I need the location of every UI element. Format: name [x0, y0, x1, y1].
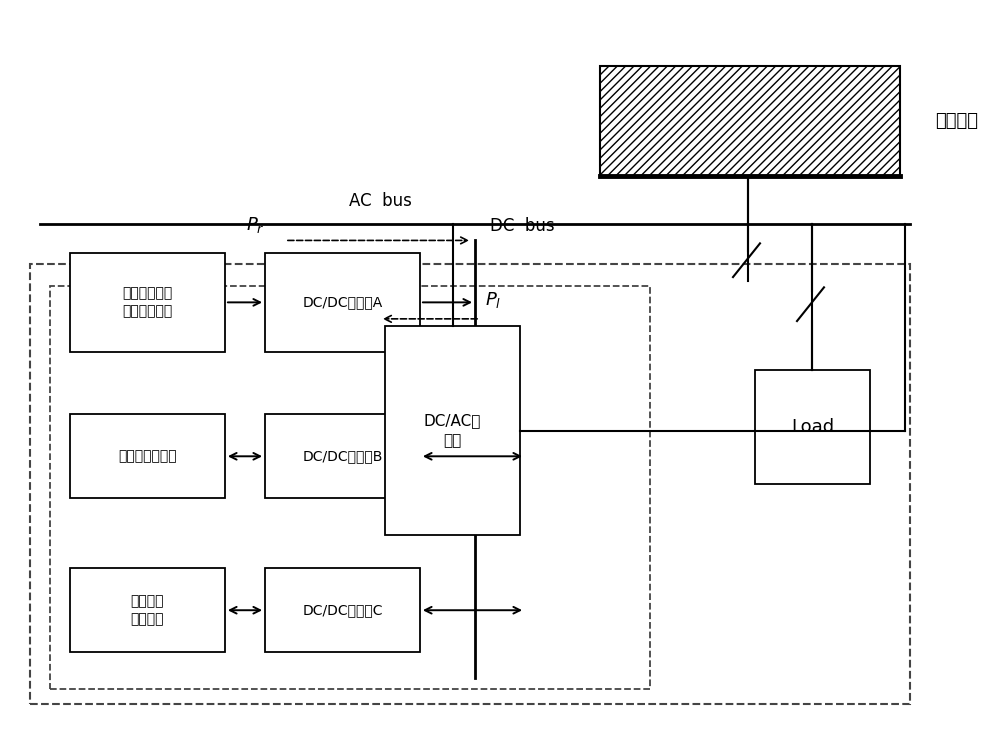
Text: $P_r$: $P_r$: [246, 215, 264, 235]
Bar: [30, 264, 910, 704]
Text: 超级电容
储能系统: 超级电容 储能系统: [131, 594, 164, 627]
Bar: [385, 326, 520, 535]
Text: Load: Load: [791, 418, 834, 436]
Bar: [70, 568, 225, 652]
Text: DC  bus: DC bus: [490, 216, 555, 235]
Text: DC/AC换
流器: DC/AC换 流器: [424, 413, 481, 448]
Text: 间歇性可再生
能源发电系统: 间歇性可再生 能源发电系统: [122, 286, 173, 319]
Text: DC/DC变换器B: DC/DC变换器B: [302, 449, 383, 463]
Text: DC/DC变换器A: DC/DC变换器A: [302, 295, 383, 309]
Bar: [755, 370, 870, 484]
Bar: [70, 414, 225, 498]
Bar: [70, 253, 225, 352]
Text: $P_l$: $P_l$: [485, 290, 501, 310]
Text: 外部电网: 外部电网: [935, 112, 978, 130]
Text: 锂电池储能系统: 锂电池储能系统: [118, 449, 177, 463]
Bar: [50, 286, 650, 689]
Bar: [265, 414, 420, 498]
Text: AC  bus: AC bus: [349, 192, 411, 210]
Text: DC/DC变换器C: DC/DC变换器C: [302, 603, 383, 617]
Bar: [265, 568, 420, 652]
Bar: [600, 66, 900, 176]
Bar: [265, 253, 420, 352]
